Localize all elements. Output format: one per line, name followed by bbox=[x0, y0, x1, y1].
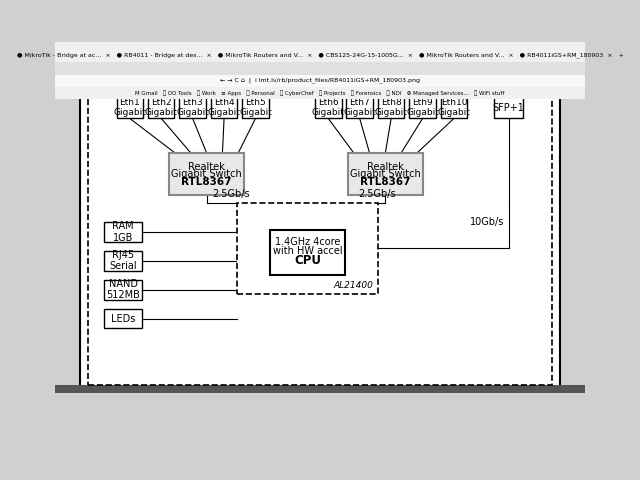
Bar bbox=[56, 74, 584, 87]
Bar bbox=[243, 97, 269, 119]
Text: CPU: CPU bbox=[294, 254, 321, 267]
Text: Eth3
Gigabit: Eth3 Gigabit bbox=[176, 98, 209, 118]
Bar bbox=[346, 97, 373, 119]
Bar bbox=[348, 153, 422, 194]
Bar bbox=[104, 251, 142, 271]
Bar bbox=[56, 87, 584, 99]
Bar bbox=[104, 309, 142, 328]
Bar bbox=[378, 97, 404, 119]
Text: Eth4
Gigabit: Eth4 Gigabit bbox=[207, 98, 241, 118]
Text: Eth10
Gigabit: Eth10 Gigabit bbox=[438, 98, 470, 118]
Bar bbox=[270, 229, 345, 275]
Text: RAM
1GB: RAM 1GB bbox=[113, 221, 134, 242]
Bar bbox=[88, 71, 552, 384]
Bar bbox=[56, 62, 584, 74]
Text: 2.5Gb/s: 2.5Gb/s bbox=[212, 189, 250, 199]
Text: Gigabit Switch: Gigabit Switch bbox=[172, 169, 242, 179]
Bar bbox=[493, 97, 524, 119]
Bar bbox=[237, 203, 378, 294]
Text: M Gmail   ⓣ OO Tools   ⓣ Work   ≡ Apps   ⓣ Personal   ⓣ CyberChef   ⓣ Projects  : M Gmail ⓣ OO Tools ⓣ Work ≡ Apps ⓣ Perso… bbox=[135, 90, 505, 96]
Text: NAND
512MB: NAND 512MB bbox=[106, 279, 140, 300]
Text: LEDs: LEDs bbox=[111, 313, 136, 324]
Bar bbox=[56, 384, 584, 393]
Text: Eth1
Gigabit: Eth1 Gigabit bbox=[113, 98, 146, 118]
Text: SFP+1: SFP+1 bbox=[493, 103, 525, 113]
Text: ● MikroTik - Bridge at ac...  ×   ● RB4011 - Bridge at des...  ×   ● MikroTik Ro: ● MikroTik - Bridge at ac... × ● RB4011 … bbox=[17, 53, 623, 59]
Bar bbox=[441, 97, 467, 119]
Text: RTL8367: RTL8367 bbox=[182, 177, 232, 187]
Bar bbox=[56, 42, 584, 66]
Bar bbox=[170, 153, 244, 194]
Bar bbox=[148, 97, 175, 119]
Text: 2.5Gb/s: 2.5Gb/s bbox=[358, 189, 396, 199]
Text: Eth6
Gigabit: Eth6 Gigabit bbox=[312, 98, 345, 118]
Bar bbox=[211, 97, 237, 119]
Text: 10Gb/s: 10Gb/s bbox=[470, 217, 504, 227]
Text: Realtek: Realtek bbox=[367, 162, 404, 172]
Text: RTL8367: RTL8367 bbox=[360, 177, 411, 187]
Text: with HW accel: with HW accel bbox=[273, 246, 342, 256]
Bar bbox=[80, 66, 560, 389]
Text: Eth7
Gigabit: Eth7 Gigabit bbox=[343, 98, 376, 118]
Bar bbox=[104, 222, 142, 241]
Text: Eth2
Gigabit: Eth2 Gigabit bbox=[145, 98, 178, 118]
Text: RJ45
Serial: RJ45 Serial bbox=[109, 250, 137, 272]
Text: ← → C ⌂  |  i lmt.lv/rb/product_files/RB4011iGS+RM_180903.png: ← → C ⌂ | i lmt.lv/rb/product_files/RB40… bbox=[220, 78, 420, 83]
Bar bbox=[179, 97, 206, 119]
Bar bbox=[410, 97, 436, 119]
Text: Eth9
Gigabit: Eth9 Gigabit bbox=[406, 98, 439, 118]
Text: AL21400: AL21400 bbox=[334, 281, 374, 289]
Text: Realtek: Realtek bbox=[188, 162, 225, 172]
Bar bbox=[104, 280, 142, 300]
Bar bbox=[116, 97, 143, 119]
Bar bbox=[315, 97, 342, 119]
Text: RB4011iGS+RM: RB4011iGS+RM bbox=[241, 74, 399, 92]
Text: Eth5
Gigabit: Eth5 Gigabit bbox=[239, 98, 272, 118]
Text: Gigabit Switch: Gigabit Switch bbox=[350, 169, 420, 179]
Text: 1.4GHz 4core: 1.4GHz 4core bbox=[275, 238, 340, 248]
Text: Eth8
Gigabit: Eth8 Gigabit bbox=[374, 98, 408, 118]
